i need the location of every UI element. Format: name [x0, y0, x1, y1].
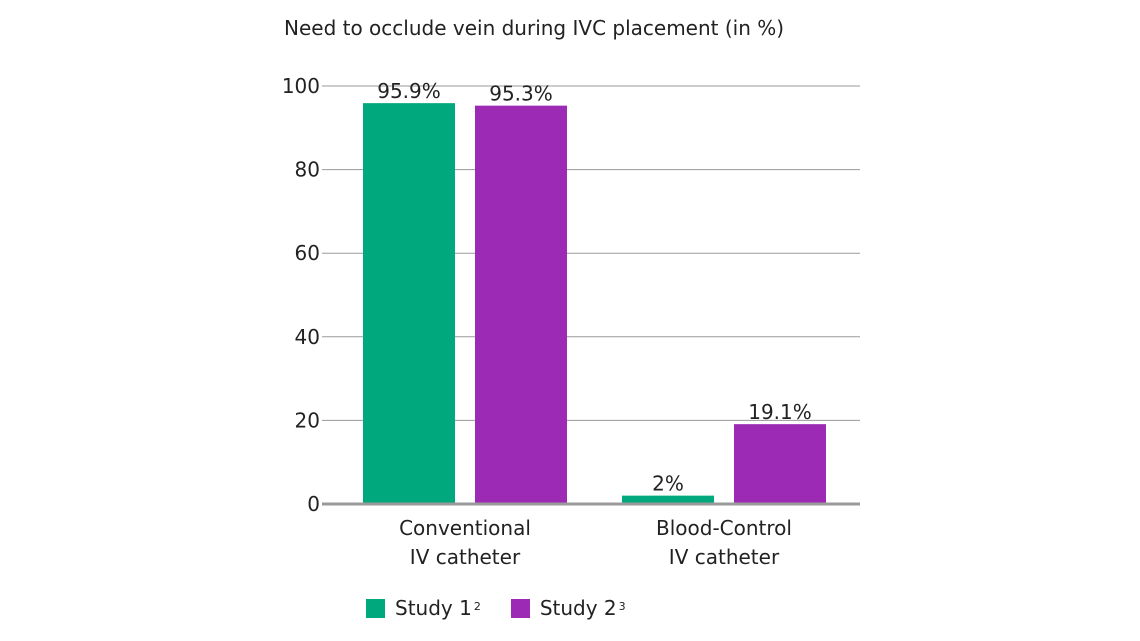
y-tick-label: 100 [282, 74, 320, 98]
bar [363, 103, 455, 504]
legend-label: Study 2 [539, 596, 617, 620]
data-label: 95.3% [489, 82, 553, 106]
category-label-line: IV catheter [409, 545, 521, 569]
y-tick-label: 20 [295, 408, 320, 432]
category-label-blood-control: Blood-Control IV catheter [614, 514, 834, 572]
y-tick-label: 60 [295, 241, 320, 265]
data-label: 95.9% [377, 79, 441, 103]
legend-swatch [366, 598, 385, 618]
category-label-line: IV catheter [668, 545, 780, 569]
data-label: 2% [652, 472, 684, 496]
legend-swatch [510, 598, 530, 618]
y-tick-label: 40 [295, 325, 320, 349]
y-tick-label: 0 [307, 492, 320, 516]
legend-footnote: 2 [473, 599, 481, 613]
chart-title: Need to occlude vein during IVC placemen… [284, 16, 785, 40]
category-label-line: Blood-Control [656, 516, 792, 540]
category-label-conventional: Conventional IV catheter [355, 514, 575, 572]
category-label-line: Conventional [399, 516, 531, 540]
legend-label: Study 1 [395, 596, 472, 620]
bar [475, 105, 567, 505]
y-tick-label: 80 [295, 158, 320, 182]
bar [622, 495, 714, 504]
legend-footnote: 3 [618, 599, 626, 613]
data-label: 19.1% [748, 400, 812, 424]
bar [734, 424, 826, 504]
